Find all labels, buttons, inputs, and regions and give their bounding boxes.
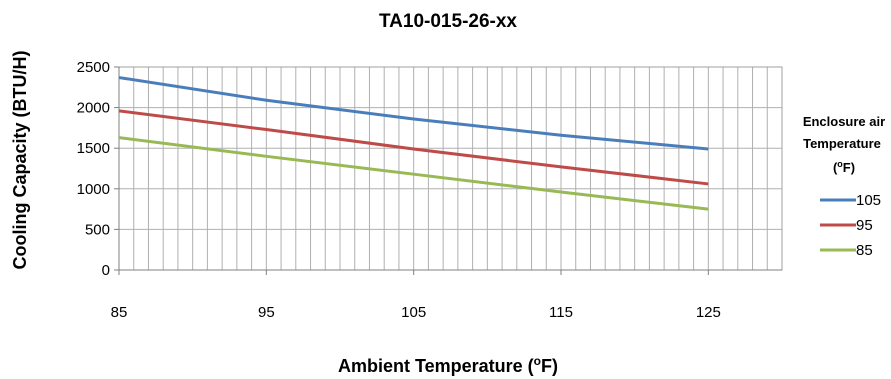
- series-line-85: [118, 136, 709, 211]
- x-tick-label: 115: [549, 304, 573, 321]
- legend-title-unit: (oF): [833, 159, 855, 175]
- x-tick-label: 105: [401, 304, 426, 321]
- y-tick-label: 1000: [77, 181, 110, 198]
- legend-title-line-1: Enclosure air: [803, 114, 885, 129]
- legend-unit-sup: o: [837, 159, 843, 169]
- x-axis-title-sup: o: [534, 354, 541, 368]
- legend-title-line-2: Temperature: [803, 136, 881, 151]
- plot-border: [118, 66, 783, 271]
- x-axis-title-end: F): [541, 356, 558, 376]
- y-axis-title: Cooling Capacity (BTU/H): [10, 50, 30, 269]
- x-tick-label: 125: [696, 304, 721, 321]
- y-tick-label: 500: [85, 221, 110, 238]
- legend: Enclosure air Temperature (oF) 105 95 85: [803, 114, 885, 259]
- legend-label-95: 95: [856, 217, 873, 234]
- x-tick-label: 95: [258, 304, 275, 321]
- legend-items: 105 95 85: [820, 192, 881, 259]
- x-axis-title-text: Ambient Temperature (: [338, 356, 534, 376]
- chart-title: TA10-015-26-xx: [379, 11, 517, 32]
- legend-label-85: 85: [856, 242, 873, 259]
- plot-area: 0 500 1000 1500 2000 2500 85 95 105 115 125: [77, 59, 783, 321]
- y-tick-label: 2000: [77, 100, 110, 117]
- legend-unit-open: (: [833, 160, 838, 175]
- y-tick-label: 1500: [77, 140, 110, 157]
- series-line-95: [118, 109, 709, 186]
- legend-label-105: 105: [856, 192, 881, 209]
- x-axis-title: Ambient Temperature (oF): [338, 354, 558, 376]
- y-tick-label: 0: [102, 262, 110, 279]
- series-line-105: [118, 76, 709, 151]
- legend-unit-close: F): [843, 160, 855, 175]
- x-tick-label: 85: [111, 304, 128, 321]
- y-tick-label: 2500: [77, 59, 110, 76]
